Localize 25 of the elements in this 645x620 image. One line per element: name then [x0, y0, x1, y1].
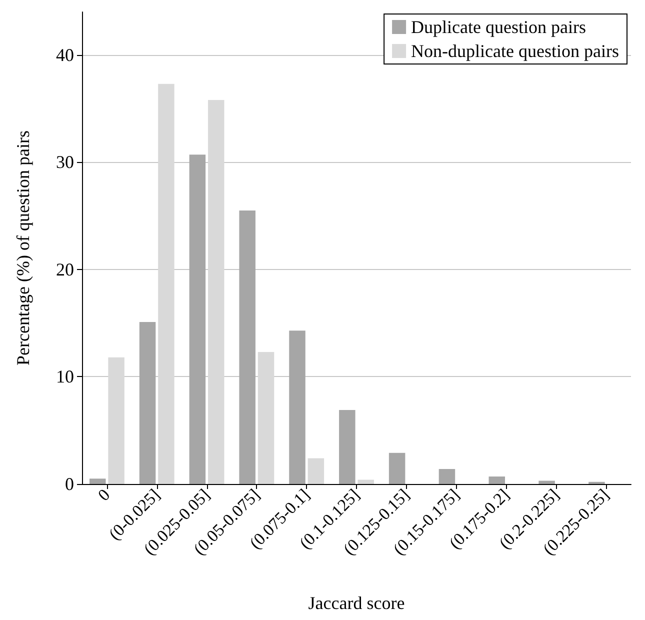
y-tick-label: 40 [56, 44, 74, 65]
bar [139, 322, 156, 484]
y-axis-title: Percentage (%) of question pairs [13, 130, 33, 366]
bar [189, 154, 206, 484]
bar [438, 468, 456, 484]
y-tick-label: 10 [56, 366, 74, 387]
bar [89, 478, 106, 484]
legend-label: Duplicate question pairs [411, 17, 586, 37]
bar [258, 352, 274, 484]
x-axis-title: Jaccard score [308, 593, 405, 613]
bar [358, 480, 374, 484]
y-tick-label: 20 [56, 259, 74, 280]
bar [108, 357, 124, 484]
bar [339, 410, 356, 484]
bar [208, 100, 224, 484]
bar [538, 480, 555, 484]
bar [158, 84, 174, 484]
bar [289, 330, 306, 484]
y-tick-label: 30 [56, 152, 74, 172]
bar [388, 452, 406, 484]
bar [239, 210, 256, 484]
x-tick-label: 0 [94, 485, 114, 505]
bar [308, 458, 324, 484]
legend-label: Non-duplicate question pairs [411, 41, 620, 61]
bar [488, 476, 506, 484]
